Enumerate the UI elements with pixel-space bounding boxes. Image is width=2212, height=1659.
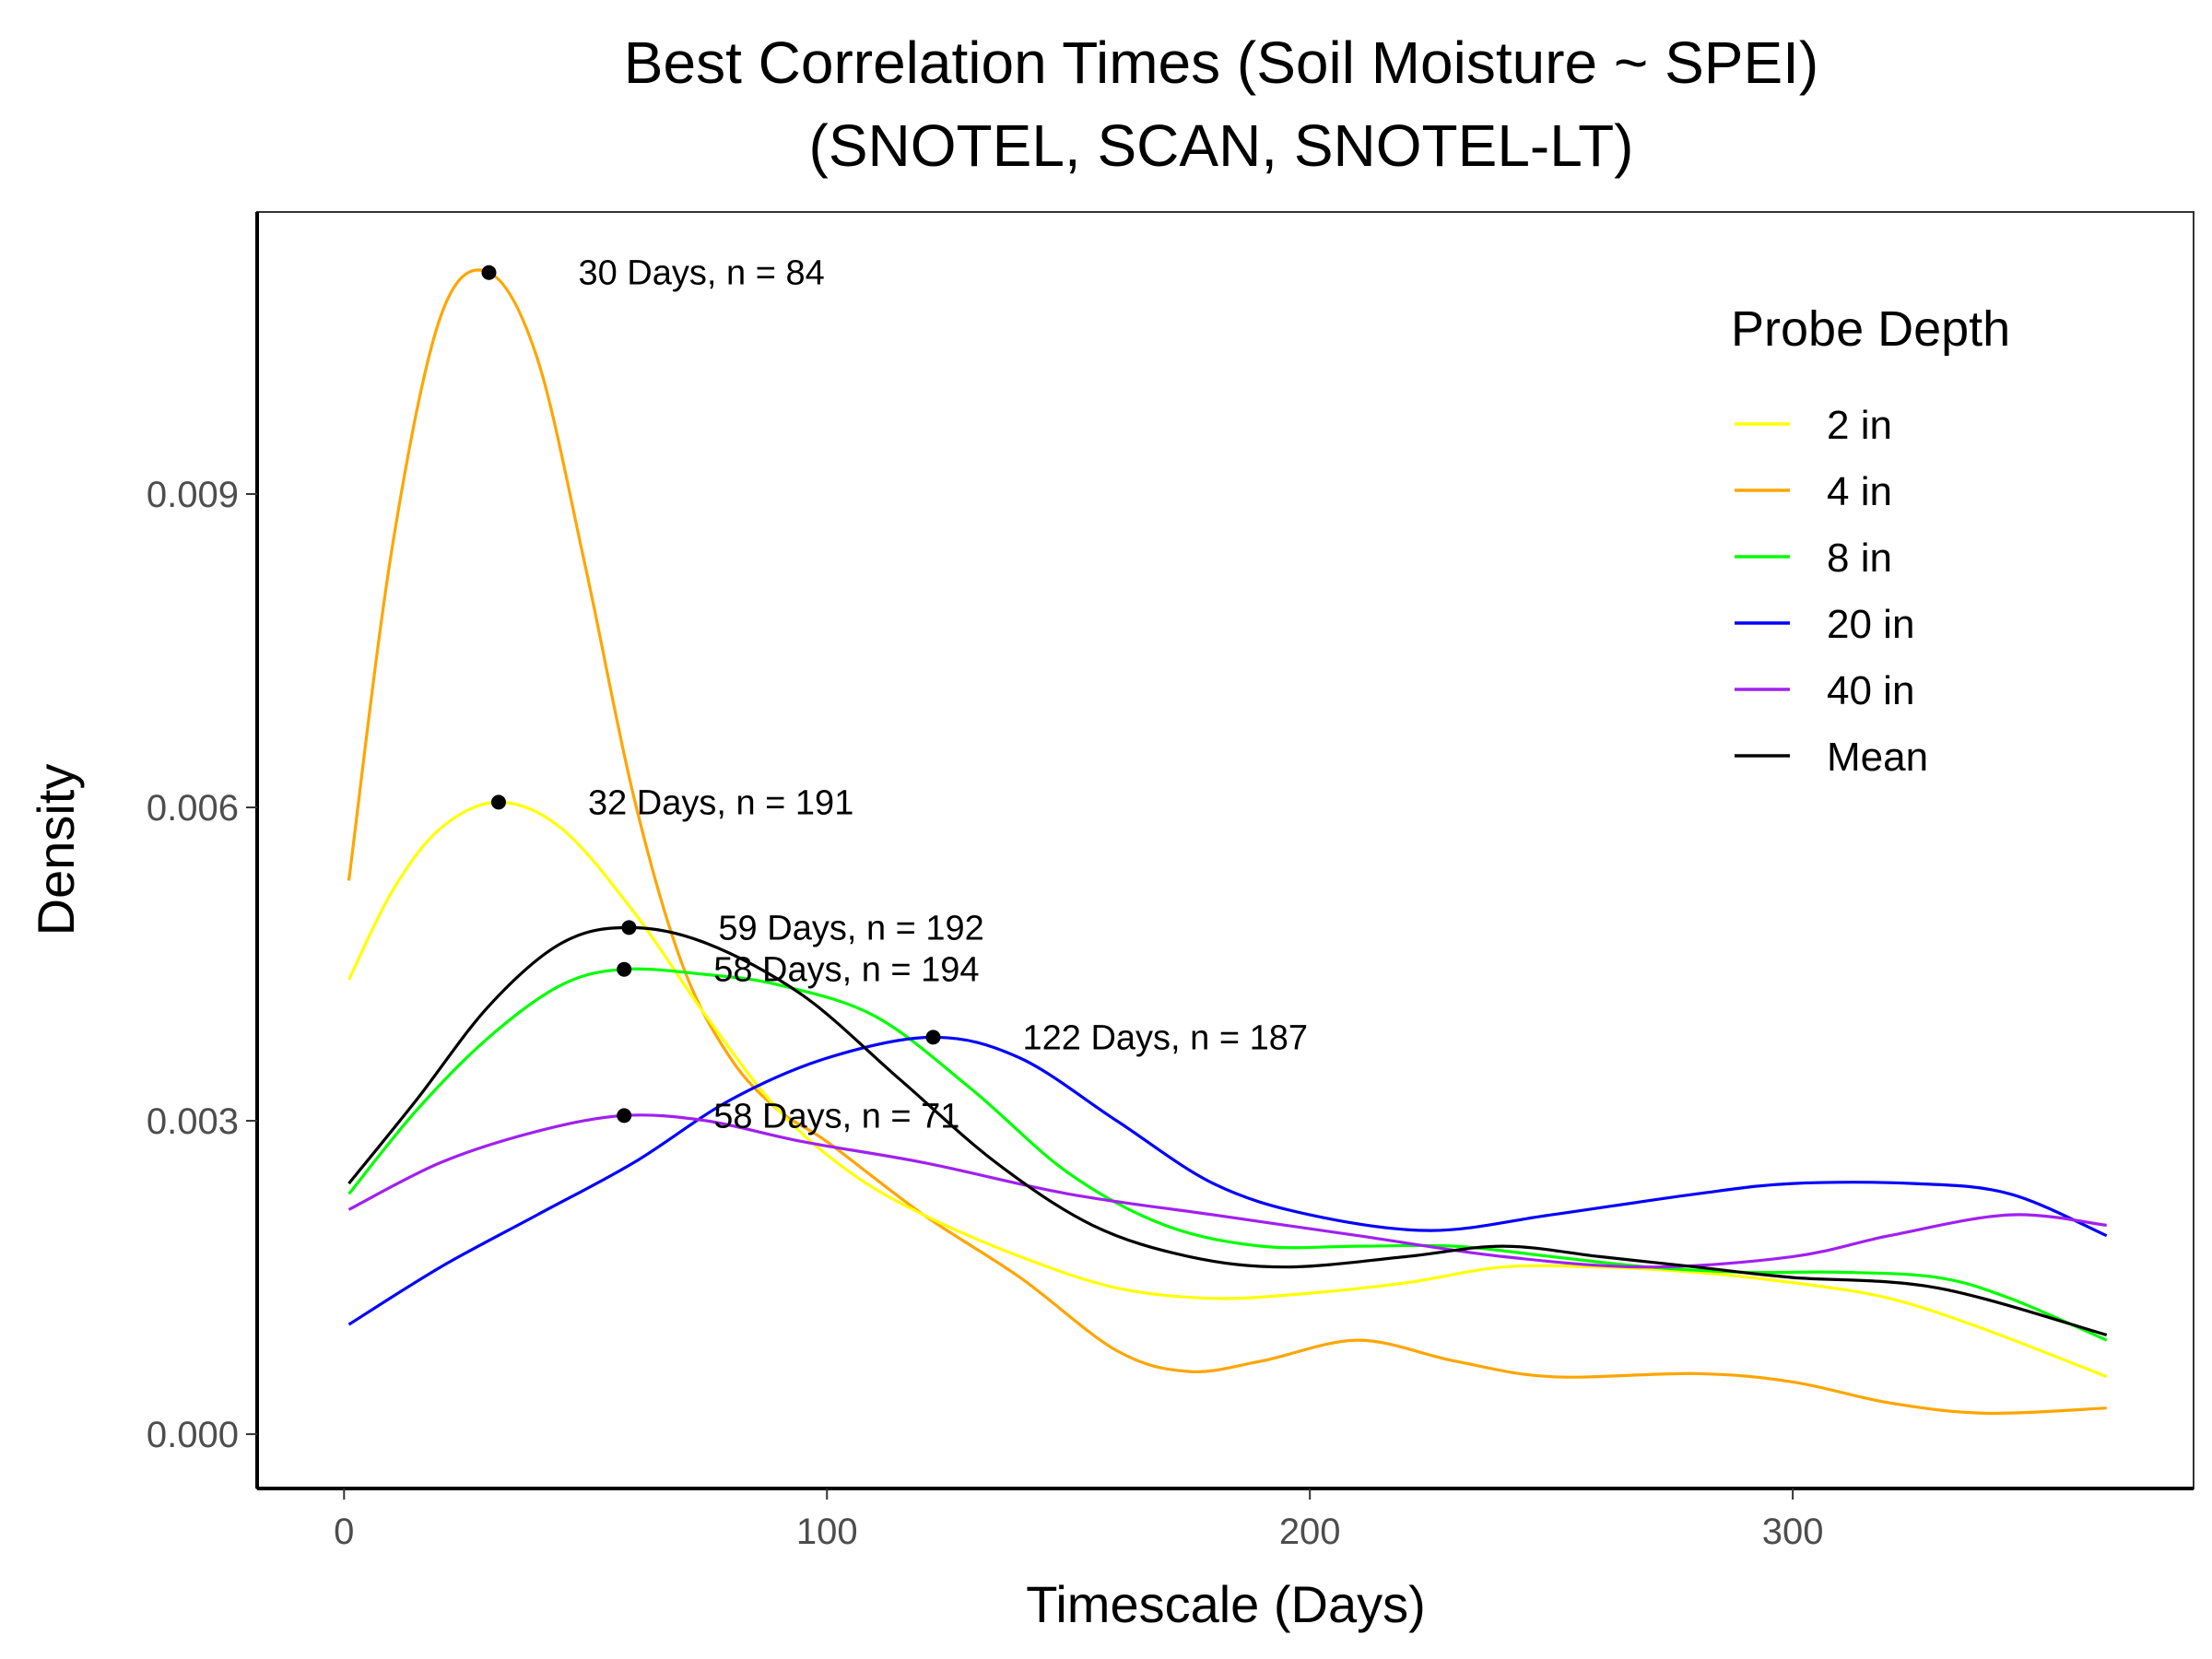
legend-title: Probe Depth — [1731, 301, 2010, 357]
legend-items: 2 in 4 in 8 in 20 in 40 in Mean — [1735, 403, 1928, 780]
y-axis-ticks: 0.000 0.003 0.006 0.009 — [147, 475, 257, 1455]
peak-label: 59 Days, n = 192 — [718, 909, 983, 947]
y-tick-label: 0.009 — [147, 475, 239, 515]
peak-label: 58 Days, n = 71 — [713, 1097, 959, 1135]
peak-label: 58 Days, n = 194 — [713, 951, 979, 990]
peak-label: 122 Days, n = 187 — [1023, 1018, 1309, 1057]
series-line-20-in — [347, 1035, 2108, 1326]
peak-point — [617, 1108, 632, 1124]
legend-label: 4 in — [1827, 469, 1892, 514]
peak-point — [481, 265, 497, 280]
plot-panel — [256, 211, 2194, 1489]
chart-title: Best Correlation Times (Soil Moisture ~ … — [624, 29, 1818, 96]
x-axis-ticks: 0 100 200 300 — [334, 1488, 1824, 1552]
peak-point — [617, 961, 632, 977]
peak-markers: 30 Days, n = 84 32 Days, n = 191 59 Days, … — [481, 254, 1309, 1135]
x-tick-label: 300 — [1762, 1512, 1824, 1552]
legend-label: 8 in — [1827, 535, 1892, 581]
y-tick-label: 0.000 — [147, 1415, 239, 1455]
x-axis-title: Timescale (Days) — [1026, 1575, 1426, 1633]
peak-point — [490, 794, 506, 810]
legend: Probe Depth 2 in 4 in 8 in 20 in 40 in Mean — [1731, 301, 2010, 780]
chart-subtitle: (SNOTEL, SCAN, SNOTEL-LT) — [809, 112, 1634, 179]
legend-label: 40 in — [1827, 668, 1914, 713]
series-line-8-in — [347, 967, 2108, 1342]
peak-label: 32 Days, n = 191 — [588, 783, 853, 822]
peak-label: 30 Days, n = 84 — [578, 254, 824, 293]
legend-label: 20 in — [1827, 602, 1914, 647]
x-tick-label: 200 — [1279, 1512, 1341, 1552]
series-line-mean — [347, 925, 2108, 1336]
y-axis-title: Density — [27, 764, 85, 936]
x-tick-label: 100 — [796, 1512, 858, 1552]
y-tick-label: 0.006 — [147, 788, 239, 829]
peak-point — [621, 920, 637, 935]
y-tick-label: 0.003 — [147, 1101, 239, 1142]
legend-label: Mean — [1827, 735, 1928, 780]
legend-label: 2 in — [1827, 403, 1892, 448]
series-line-40-in — [347, 1113, 2107, 1269]
series-line-2-in — [347, 800, 2108, 1379]
x-tick-label: 0 — [334, 1512, 354, 1552]
peak-point — [925, 1030, 941, 1045]
